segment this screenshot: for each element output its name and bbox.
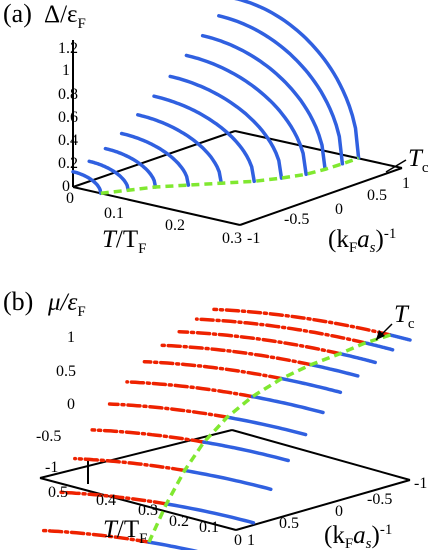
normal-state-curve [194,317,367,345]
z-tick-label: 0.5 [56,363,76,380]
normal-state-curve [38,528,151,544]
panel-a-x-ticks: 0 0.1 0.2 0.3 [66,190,242,247]
panel-a-z-title: Δ/εF [44,1,86,32]
panel-b-y-axis [235,479,411,531]
x-tick-label: 0.3 [222,230,242,247]
x-tick-label: 0.2 [165,217,185,234]
y-tick-label: -1 [414,475,427,492]
x-tick-label: 0.3 [138,502,158,519]
panel-b-axes [39,429,411,531]
panel-b-tc-arrowhead [376,330,385,340]
gap-curve [136,113,224,185]
x-tick-label: 0.4 [96,492,116,509]
x-tick-label: 0.1 [199,519,219,536]
panel-a-tc-label: Tc [408,145,429,176]
y-tick-label: 0.5 [279,515,299,532]
panel-b-x-axis [39,477,237,531]
panel-b-tc-label: Tc [394,301,415,332]
gap-curve [168,74,284,180]
normal-state-curve [212,307,393,337]
superfluid-curve [182,468,273,492]
gap-curve [234,0,361,160]
z-tick-label: 0.8 [58,86,78,103]
z-tick-label: 0.4 [58,132,78,149]
normal-state-curve [142,359,284,381]
superfluid-curve [388,333,412,342]
panel-a-back-edge [72,130,236,188]
panel-b-z-title: μ/εF [47,289,86,320]
panel-a-z-ticks: 1.2 1 0.8 0.6 0.4 0.2 0 [58,40,78,195]
z-tick-label: -1 [45,459,58,476]
x-tick-label: 0 [234,532,242,549]
y-tick-label: 0 [335,201,343,218]
gap-curve [71,169,103,196]
panel-b-label: (b) [3,287,33,316]
y-tick-label: 0.5 [367,187,387,204]
panel-b-tc-curve [147,333,391,543]
panel-b-side-edge [231,429,411,481]
normal-state-curve [107,402,229,419]
y-tick-label: -0.5 [367,491,392,508]
z-tick-label: 1.2 [58,40,78,57]
y-tick-label: 1 [402,175,410,192]
x-tick-label: 0 [66,190,74,207]
panel-b-y-ticks: -1 -0.5 0 0.5 1 [247,475,427,549]
y-tick-label: -0.5 [284,211,309,228]
panel-b-curves [38,307,412,550]
panel-a-side-edge [234,130,403,169]
panel-b-x-title: T/TF [103,516,147,547]
z-tick-label: 0 [62,178,70,195]
z-tick-label: -0.5 [36,428,61,445]
panel-b-back-edge [39,429,233,479]
superfluid-curve [338,351,377,365]
z-tick-label: 0.2 [58,155,78,172]
panel-b-z-ticks: 1 0.5 0 -0.5 -1 [36,329,76,476]
superfluid-curve [225,415,308,437]
normal-state-curve [73,456,187,473]
superfluid-curve [164,502,256,525]
superfluid-curve [279,376,343,395]
gap-curve [87,159,130,192]
x-tick-label: 0.5 [48,484,68,501]
normal-state-curve [160,343,313,367]
panel-a-y-title: (kFas)-1 [328,226,396,256]
gap-curve [103,146,158,189]
normal-state-curve [177,329,342,356]
y-tick-label: -1 [247,230,260,247]
panel-a-x-axis [72,186,241,226]
y-tick-label: 1 [247,532,255,549]
gap-curve [217,14,345,166]
panel-a-label: (a) [3,0,32,28]
x-tick-label: 0.1 [104,205,124,222]
superfluid-curve [250,394,325,415]
panel-a-tc-pointer [385,159,407,173]
panel-b-x-ticks: 0.5 0.4 0.3 0.2 0.1 0 [48,484,242,549]
panel-a-curves [71,0,361,196]
panel-a-tc-curve [100,156,360,196]
normal-state-curve [55,490,169,506]
gap-curve [184,53,308,177]
normal-state-curve [90,428,206,444]
z-tick-label: 1 [67,329,75,346]
gap-curve [119,131,191,187]
superfluid-curve [309,362,360,378]
z-tick-label: 0.6 [58,109,78,126]
panel-a-y-ticks: -1 -0.5 0 0.5 1 [247,175,410,247]
panel-b: (b) μ/εF 1 0.5 0 -0.5 -1 0.5 0.4 0.3 0.2… [3,287,427,550]
normal-state-curve [125,380,255,399]
superfluid-curve [363,341,395,352]
panel-a-x-title: T/TF [102,226,146,257]
superfluid-curve [202,440,290,463]
z-tick-label: 1 [62,62,70,79]
x-tick-label: 0.2 [169,513,189,530]
panel-a-y-axis [239,167,403,226]
z-tick-label: 0 [67,396,75,413]
panel-b-y-title: (kFas)-1 [324,522,392,550]
gap-curve [152,94,256,184]
gap-curve [200,33,327,172]
superfluid-curve [147,540,199,550]
panel-a: (a) Δ/εF 1.2 1 0.8 0.6 0.4 0.2 0 0 0.1 0… [3,0,429,257]
y-tick-label: 0 [335,503,343,520]
